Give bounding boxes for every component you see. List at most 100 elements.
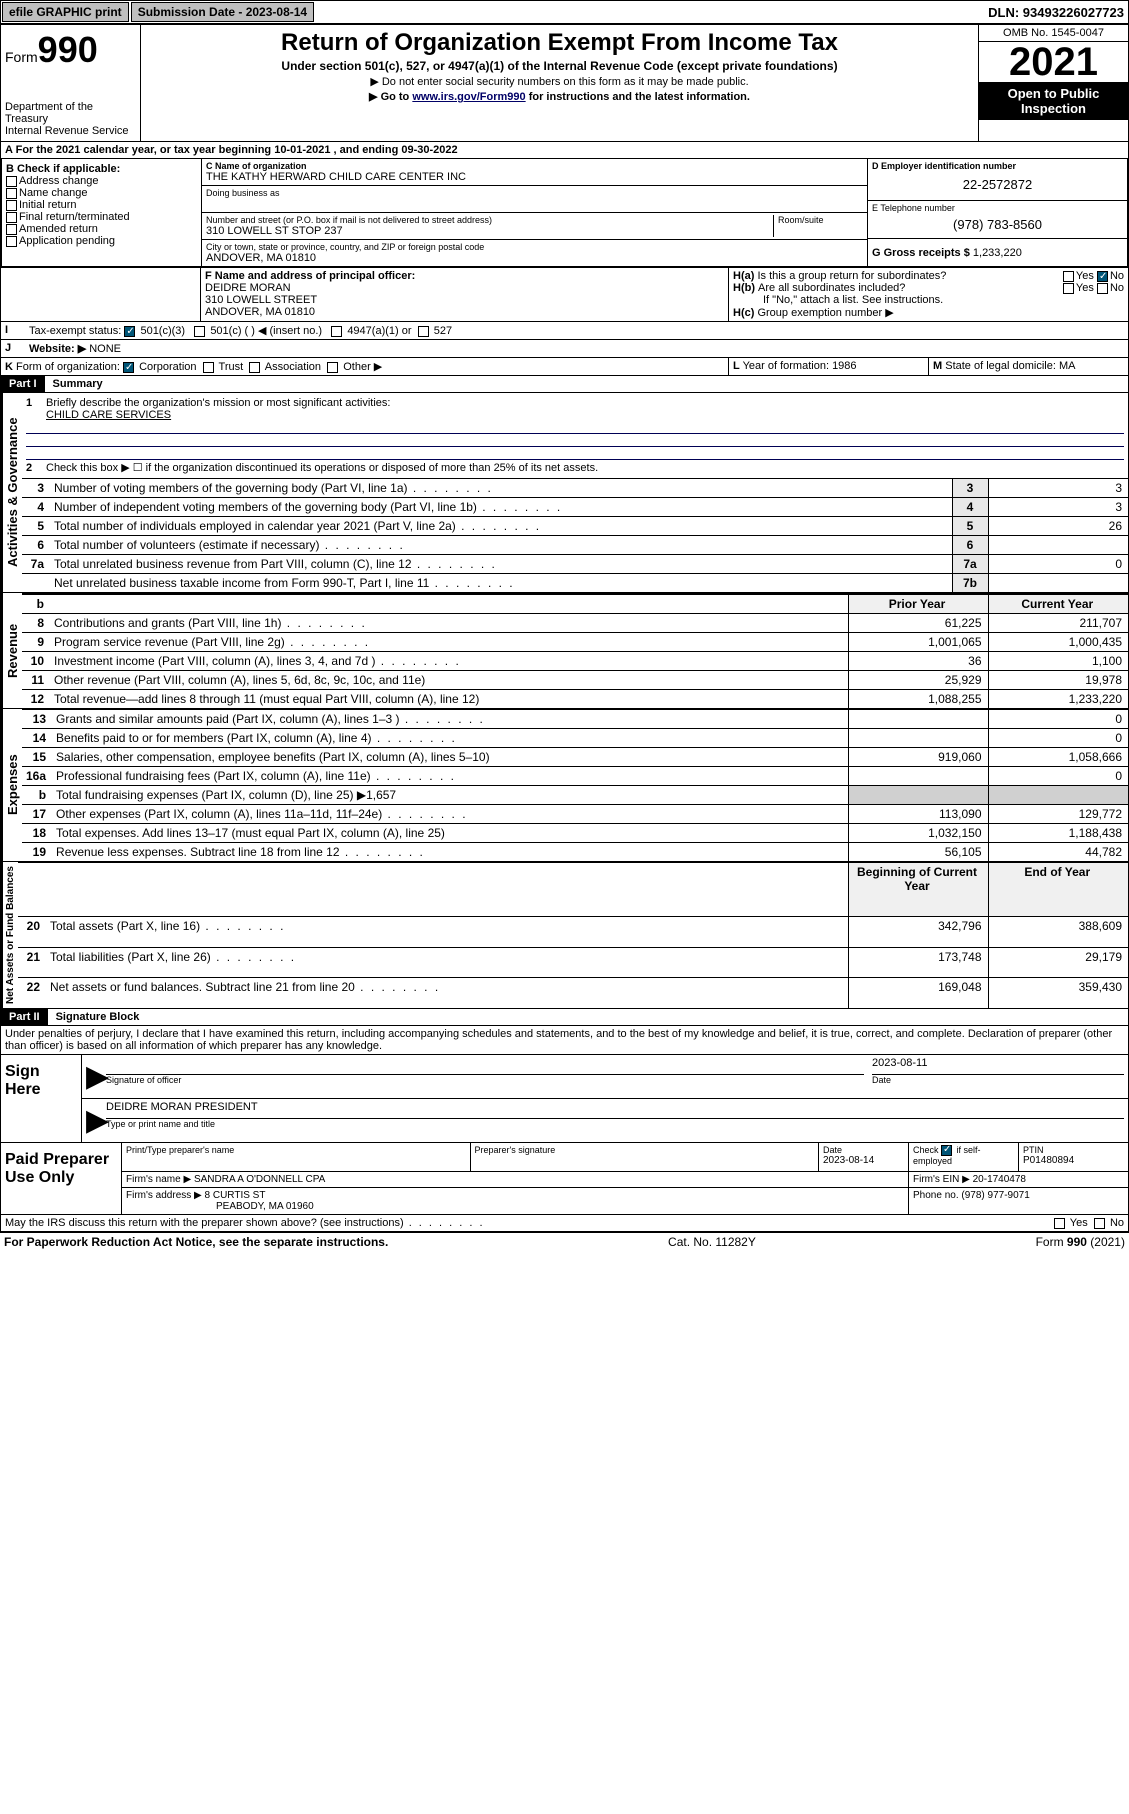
print-name-label: Type or print name and title (106, 1119, 1124, 1129)
b-label: B Check if applicable: (6, 163, 197, 175)
netassets-table: Beginning of Current YearEnd of Year 20T… (18, 862, 1128, 1008)
hb-row: H(b) Are all subordinates included? Yes … (733, 282, 1124, 294)
prep-date-label: Date (823, 1145, 904, 1155)
corp-checkbox[interactable] (123, 362, 134, 373)
line2-text: Check this box ▶ ☐ if the organization d… (46, 462, 598, 474)
discuss-no[interactable] (1094, 1218, 1105, 1229)
expenses-table: 13Grants and similar amounts paid (Part … (22, 709, 1128, 861)
prep-phone-label: Phone no. (913, 1190, 959, 1201)
irs-label: Internal Revenue Service (5, 125, 136, 137)
section-c: C Name of organization THE KATHY HERWARD… (202, 159, 867, 266)
i-row: I Tax-exempt status: 501(c)(3) 501(c) ( … (0, 322, 1129, 340)
i-label: Tax-exempt status: (29, 325, 121, 337)
officer-print-name: DEIDRE MORAN PRESIDENT (106, 1101, 1124, 1119)
f-label: F Name and address of principal officer: (205, 270, 724, 282)
form-subtitle: Under section 501(c), 527, or 4947(a)(1)… (145, 59, 974, 73)
line1-label: Briefly describe the organization's miss… (46, 397, 390, 409)
officer-street: 310 LOWELL STREET (205, 294, 724, 306)
fh-block: F Name and address of principal officer:… (0, 268, 1129, 322)
form-header: Form990 Department of the Treasury Inter… (0, 24, 1129, 142)
klm-row: K Form of organization: Corporation Trus… (0, 358, 1129, 376)
b-final-return[interactable]: Final return/terminated (6, 211, 197, 223)
501c-checkbox[interactable] (194, 326, 205, 337)
footer: For Paperwork Reduction Act Notice, see … (0, 1232, 1129, 1251)
dba-label: Doing business as (206, 188, 863, 198)
sidebar-netassets: Net Assets or Fund Balances (1, 862, 18, 1008)
goto-pre: ▶ Go to (369, 91, 412, 103)
4947-checkbox[interactable] (331, 326, 342, 337)
m-label: State of legal domicile: (945, 360, 1056, 372)
527-checkbox[interactable] (418, 326, 429, 337)
ptin-label: PTIN (1023, 1145, 1124, 1155)
goto-note: ▶ Go to www.irs.gov/Form990 for instruct… (145, 90, 974, 103)
form-title: Return of Organization Exempt From Incom… (145, 29, 974, 57)
part1-title: Summary (53, 378, 103, 390)
firm-ein: 20-1740478 (973, 1174, 1026, 1185)
other-checkbox[interactable] (327, 362, 338, 373)
c-name-label: C Name of organization (206, 161, 863, 171)
org-name: THE KATHY HERWARD CHILD CARE CENTER INC (206, 171, 863, 183)
discuss-yes[interactable] (1054, 1218, 1065, 1229)
form-number: Form990 (5, 29, 136, 71)
revenue-table: bPrior YearCurrent Year 8Contributions a… (22, 593, 1128, 708)
section-b: B Check if applicable: Address change Na… (2, 159, 202, 266)
b-amended-return[interactable]: Amended return (6, 223, 197, 235)
part2-title: Signature Block (56, 1011, 140, 1023)
501c3-checkbox[interactable] (124, 326, 135, 337)
sign-date: 2023-08-11 (872, 1057, 1124, 1075)
open-public-badge: Open to Public Inspection (979, 82, 1128, 120)
efile-button[interactable]: efile GRAPHIC print (2, 2, 129, 22)
j-label: Website: ▶ (29, 343, 86, 355)
room-label: Room/suite (778, 215, 863, 225)
submission-date-button[interactable]: Submission Date - 2023-08-14 (131, 2, 314, 22)
sign-here-label: Sign Here (1, 1055, 81, 1142)
tax-year: 2021 (979, 42, 1128, 82)
k-label: Form of organization: (16, 361, 120, 373)
ssn-note: ▶ Do not enter social security numbers o… (145, 75, 974, 88)
discuss-text: May the IRS discuss this return with the… (5, 1217, 485, 1229)
officer-city: ANDOVER, MA 01810 (205, 306, 724, 318)
sidebar-revenue: Revenue (1, 593, 22, 708)
governance-table: 3Number of voting members of the governi… (22, 478, 1128, 592)
part1-header: Part I Summary (0, 376, 1129, 393)
phone-value: (978) 783-8560 (872, 213, 1123, 236)
gross-receipts: 1,233,220 (973, 247, 1022, 259)
prep-sig-label: Preparer's signature (475, 1145, 815, 1155)
j-row: J Website: ▶ NONE (0, 340, 1129, 358)
dept-label: Department of the Treasury (5, 101, 136, 125)
ein-value: 22-2572872 (872, 171, 1123, 198)
street-label: Number and street (or P.O. box if mail i… (206, 215, 773, 225)
topbar: efile GRAPHIC print Submission Date - 20… (0, 0, 1129, 24)
revenue-block: Revenue bPrior YearCurrent Year 8Contrib… (0, 593, 1129, 709)
b-application-pending[interactable]: Application pending (6, 235, 197, 247)
sidebar-expenses: Expenses (1, 709, 22, 861)
trust-checkbox[interactable] (203, 362, 214, 373)
form-990-number: 990 (38, 29, 98, 70)
b-name-change[interactable]: Name change (6, 187, 197, 199)
expenses-block: Expenses 13Grants and similar amounts pa… (0, 709, 1129, 862)
section-de: D Employer identification number 22-2572… (867, 159, 1127, 266)
formation-year: 1986 (832, 360, 856, 372)
dln-text: DLN: 93493226027723 (988, 5, 1128, 20)
d-label: D Employer identification number (872, 161, 1123, 171)
firm-name-label: Firm's name ▶ (126, 1174, 191, 1185)
b-address-change[interactable]: Address change (6, 175, 197, 187)
assoc-checkbox[interactable] (249, 362, 260, 373)
bcdeg-block: B Check if applicable: Address change Na… (0, 159, 1129, 268)
b-initial-return[interactable]: Initial return (6, 199, 197, 211)
paperwork-notice: For Paperwork Reduction Act Notice, see … (4, 1235, 388, 1249)
firm-addr2: PEABODY, MA 01960 (126, 1201, 314, 1212)
goto-post: for instructions and the latest informat… (526, 91, 750, 103)
e-label: E Telephone number (872, 203, 1123, 213)
prep-check-label: Check if self-employed (913, 1145, 1014, 1166)
firm-name: SANDRA A O'DONNELL CPA (194, 1174, 325, 1185)
g-label: G Gross receipts $ (872, 247, 970, 259)
prep-date: 2023-08-14 (823, 1155, 904, 1166)
prep-phone: (978) 977-9071 (961, 1190, 1029, 1201)
sign-here-block: Sign Here ▶ Signature of officer 2023-08… (0, 1055, 1129, 1143)
part1-badge: Part I (1, 376, 45, 392)
form-prefix: Form (5, 49, 38, 65)
discuss-row: May the IRS discuss this return with the… (0, 1215, 1129, 1232)
form990-link[interactable]: www.irs.gov/Form990 (412, 91, 525, 103)
ptin-value: P01480894 (1023, 1155, 1124, 1166)
